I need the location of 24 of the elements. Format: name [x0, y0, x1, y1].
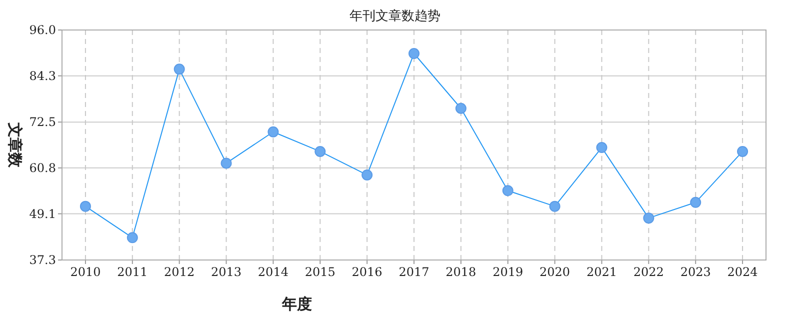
y-tick-label: 60.8 [29, 160, 56, 175]
y-tick-label: 72.5 [29, 115, 56, 130]
y-tick-label: 96.0 [29, 23, 56, 37]
x-tick-label: 2012 [164, 265, 195, 279]
y-axis-title: 文章数 [6, 122, 24, 168]
x-tick-label: 2020 [540, 265, 570, 279]
x-axis-title: 年度 [281, 295, 312, 313]
x-tick-label: 2010 [70, 265, 101, 279]
x-tick-label: 2013 [210, 265, 242, 279]
x-tick-label: 2011 [117, 265, 148, 279]
y-tick-label: 84.3 [29, 68, 56, 83]
x-tick-label: 2017 [398, 265, 430, 279]
x-tick-label: 2015 [304, 265, 336, 279]
x-tick-label: 2024 [727, 265, 758, 279]
y-tick-label: 37.3 [29, 253, 56, 267]
x-tick-label: 2019 [492, 265, 524, 279]
x-tick-label: 2018 [446, 265, 476, 279]
x-tick-label: 2016 [352, 265, 382, 279]
x-tick-label: 2014 [258, 265, 289, 279]
chart-title: 年刊文章数趋势 [350, 9, 440, 24]
y-tick-label: 49.1 [29, 206, 56, 221]
x-tick-label: 2023 [680, 265, 711, 279]
x-tick-label: 2021 [586, 265, 618, 279]
x-tick-label: 2022 [633, 265, 664, 279]
